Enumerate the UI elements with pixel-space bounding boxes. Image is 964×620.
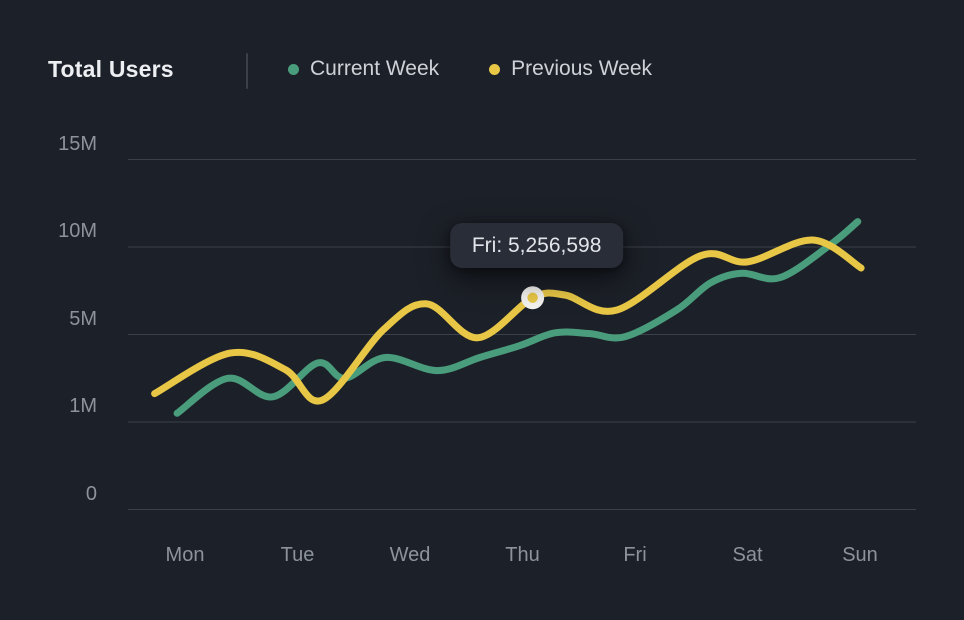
x-axis-day-label: Sat [732,544,762,566]
y-axis-tick-label: 1M [69,395,97,417]
y-axis-tick-label: 0 [86,483,97,505]
x-axis-day-label: Sun [842,544,878,566]
x-axis-day-label: Thu [505,544,539,566]
legend: Current Week Previous Week [288,57,652,81]
legend-label-current-week: Current Week [310,57,440,80]
current-week-dot-icon [288,63,299,75]
legend-item-previous-week[interactable]: Previous Week [489,57,652,81]
y-axis-tick-label: 10M [58,220,97,242]
header-divider [246,53,248,89]
chart-title: Total Users [48,56,174,82]
x-axis-day-label: Fri [623,544,646,566]
tooltip: Fri: 5,256,598 [449,222,624,268]
x-axis-day-label: Tue [281,544,315,566]
previous-week-dot-icon [489,63,501,75]
tooltip-text: Fri: 5,256,598 [471,233,602,257]
previous-week-line[interactable] [151,236,865,405]
current-week-line[interactable] [173,218,862,417]
legend-label-previous-week: Previous Week [511,57,653,80]
y-axis-tick-label: 5M [69,308,97,330]
x-axis-day-label: Wed [390,544,431,566]
legend-item-current-week[interactable]: Current Week [288,57,439,81]
x-axis-day-label: Mon [166,544,205,566]
y-axis-tick-label: 15M [58,133,97,155]
hover-point-marker-core-icon [527,292,538,303]
